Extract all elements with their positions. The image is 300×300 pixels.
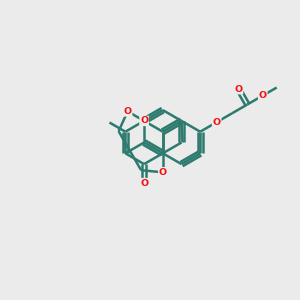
Text: O: O [259, 91, 267, 100]
Text: O: O [234, 85, 243, 94]
Text: O: O [140, 116, 148, 125]
Text: O: O [140, 178, 148, 188]
Text: O: O [124, 107, 132, 116]
Text: O: O [159, 168, 167, 177]
Text: O: O [213, 118, 221, 127]
